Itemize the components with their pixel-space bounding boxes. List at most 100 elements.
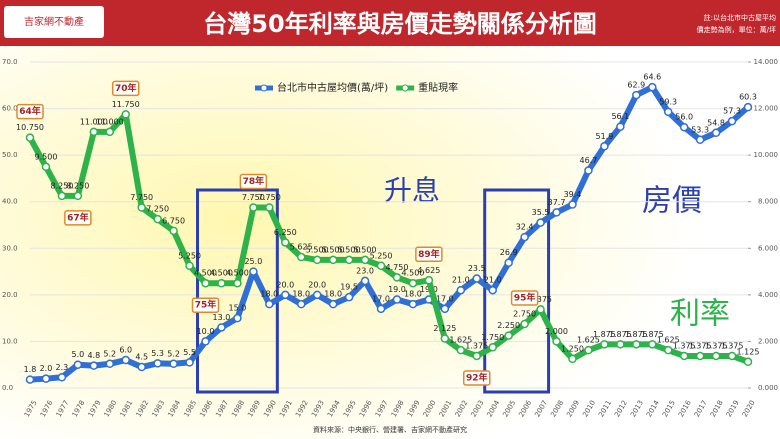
value-label: 4.625 [417, 266, 440, 275]
value-label: 37.7 [548, 198, 566, 207]
value-label: 20.0 [308, 280, 326, 289]
value-label: 5.500 [354, 245, 377, 254]
value-label: 5.500 [306, 245, 329, 254]
annotation-box [16, 103, 44, 120]
point [488, 285, 497, 295]
callout: 房價 [642, 184, 702, 219]
value-label: 1.875 [609, 330, 632, 339]
point [73, 191, 83, 201]
y-tick-label: 0.0 [2, 384, 13, 392]
legend-label: 台北市中古屋均價(萬/坪) [277, 81, 388, 94]
value-label: 5.250 [178, 251, 201, 260]
value-label: 21.0 [452, 276, 470, 285]
value-label: 4.8 [87, 351, 100, 360]
y2-tick-label: 2.000 [758, 337, 778, 345]
annotation: 67年 [67, 211, 89, 223]
point [153, 214, 162, 224]
point [695, 135, 705, 145]
value-label: 10.750 [16, 123, 44, 132]
value-label: 15.0 [229, 304, 247, 313]
point [233, 278, 242, 288]
point [185, 261, 194, 270]
value-label: 8.250 [50, 181, 73, 190]
value-label: 1.375 [673, 341, 696, 350]
point [520, 319, 529, 329]
point [296, 252, 306, 262]
point [392, 295, 402, 304]
point [568, 200, 577, 209]
annotation: 75年 [195, 299, 217, 311]
value-label: 6.0 [119, 346, 132, 355]
y-tick-label: 50.0 [2, 151, 18, 159]
value-label: 11.750 [112, 100, 140, 109]
point [376, 261, 386, 270]
legend-label: 重貼現率 [418, 81, 458, 94]
point [249, 203, 258, 212]
point [711, 128, 721, 138]
value-label: 2.125 [433, 324, 456, 333]
annotation-box [463, 370, 491, 386]
point [265, 299, 274, 309]
value-label: 5.625 [290, 243, 313, 252]
point [520, 232, 529, 242]
value-label: 64.6 [643, 73, 661, 82]
value-label: 7.750 [242, 193, 265, 202]
point [89, 361, 99, 370]
value-label: 21.0 [484, 276, 502, 285]
annotation: 64年 [19, 105, 41, 117]
value-label: 1.375 [721, 341, 744, 350]
point [648, 82, 657, 92]
value-label: 5.3 [151, 349, 164, 358]
value-label: 25.0 [244, 257, 262, 266]
point [25, 133, 35, 142]
series-line [29, 84, 750, 383]
annotation: 78年 [243, 175, 265, 187]
value-label: 4.500 [226, 269, 249, 278]
point [440, 304, 450, 314]
point [137, 203, 146, 212]
point [137, 362, 146, 372]
value-label: 11.000 [96, 117, 124, 126]
point [679, 351, 689, 361]
title-banner [0, 0, 780, 46]
point [328, 255, 338, 265]
point [536, 305, 545, 314]
value-label: 18.0 [292, 290, 310, 299]
point [217, 323, 226, 332]
value-label: 56.0 [675, 113, 693, 122]
value-label: 3.375 [529, 295, 552, 304]
logo: 吉家網不動產 [24, 15, 84, 28]
value-label: 46.7 [580, 156, 598, 165]
point [472, 351, 482, 361]
value-label: 23.0 [356, 266, 374, 275]
value-label: 5.0 [71, 350, 84, 359]
point [217, 278, 226, 288]
value-label: 2.000 [545, 327, 568, 336]
note: 註:以台北市中古屋平均 [704, 13, 776, 22]
value-label: 5.250 [370, 251, 393, 260]
value-label: 19.5 [340, 283, 358, 292]
y2-tick-label: 8.000 [758, 198, 778, 206]
value-label: 6.750 [162, 216, 185, 225]
point [743, 102, 753, 112]
point [25, 375, 35, 384]
point [632, 340, 641, 349]
value-label: 1.625 [577, 336, 600, 345]
value-label: 26.9 [500, 248, 518, 257]
value-label: 59.3 [659, 97, 677, 106]
point [105, 359, 115, 369]
annotation: 92年 [466, 371, 488, 383]
point [456, 285, 466, 295]
point [328, 299, 338, 309]
value-label: 39.4 [564, 190, 582, 199]
point [344, 292, 354, 302]
point [105, 127, 115, 137]
value-label: 10.0 [197, 327, 215, 336]
point [281, 238, 290, 247]
point [440, 334, 450, 343]
point [568, 354, 577, 364]
point [743, 357, 753, 367]
value-label: 2.0 [40, 364, 53, 373]
value-label: 1.8 [24, 365, 37, 374]
